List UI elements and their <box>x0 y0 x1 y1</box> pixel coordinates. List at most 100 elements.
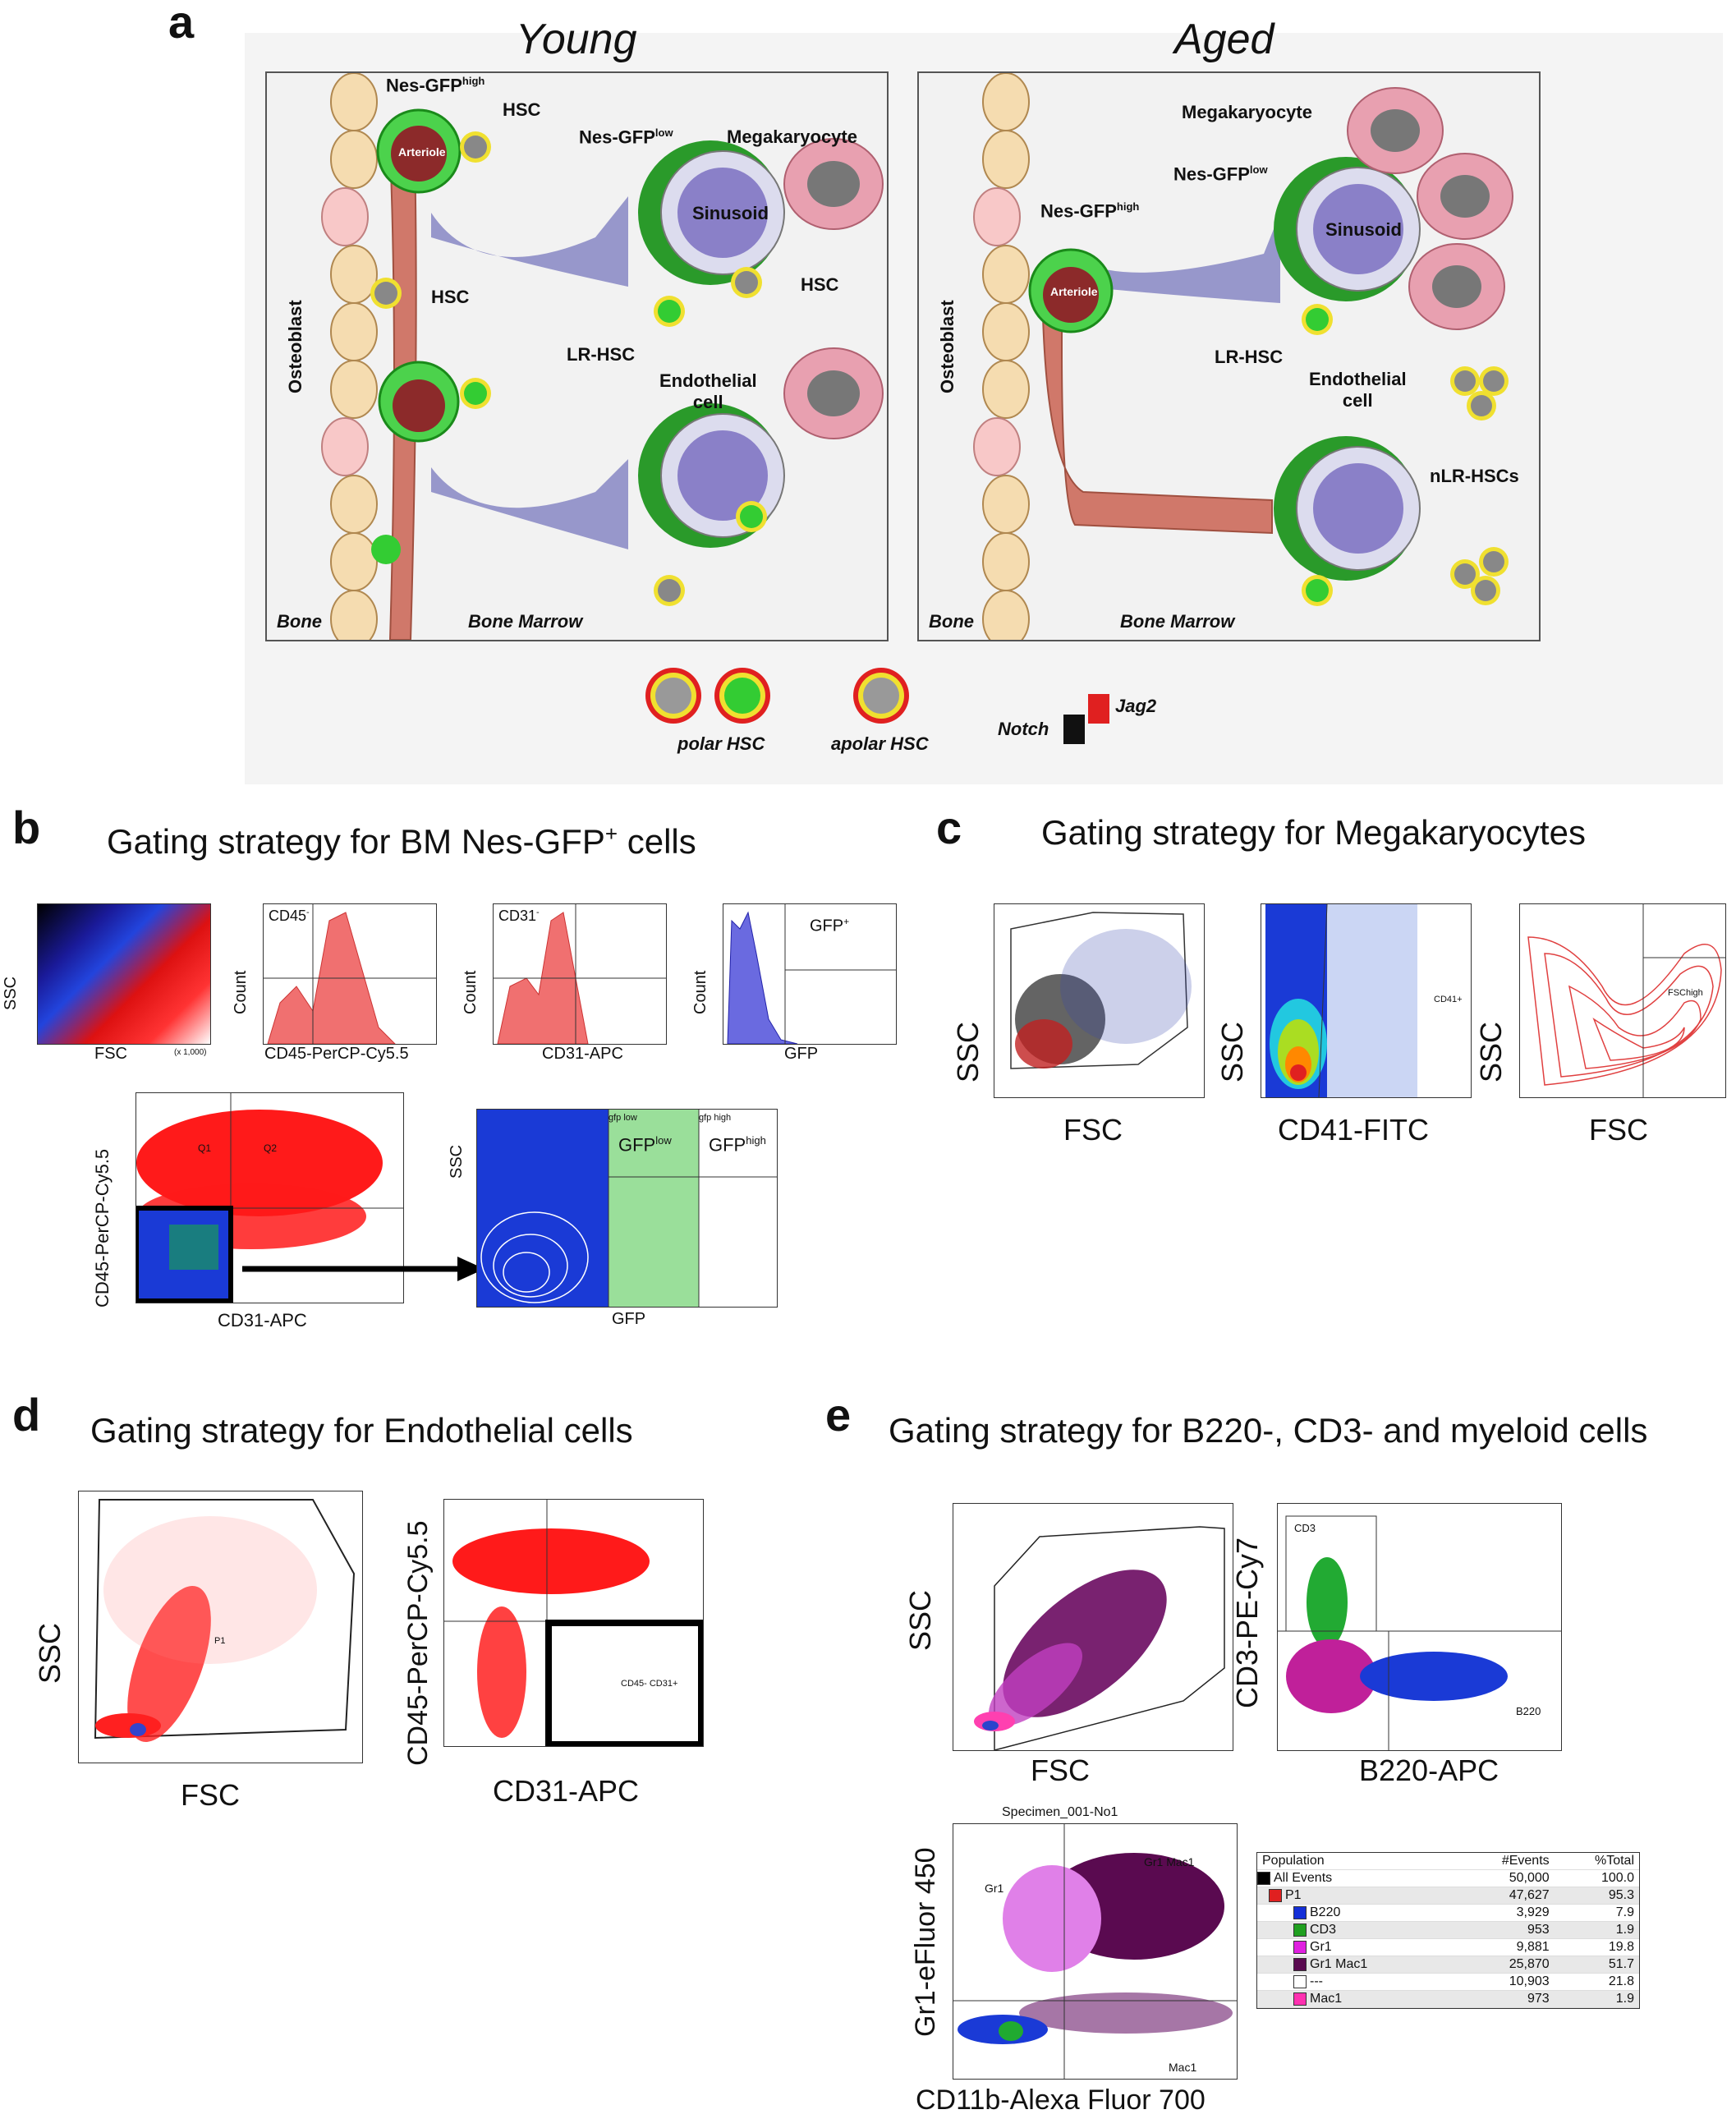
d2-gate: CD45- CD31+ <box>621 1679 678 1689</box>
young-title: Young <box>516 16 637 63</box>
panel-d-title: Gating strategy for Endothelial cells <box>90 1411 633 1450</box>
population-name: Mac1 <box>1310 1992 1343 2006</box>
aged-label-sinusoid: Sinusoid <box>1325 219 1402 240</box>
legend-notch: Notch <box>998 719 1049 739</box>
c1-scatter-svg <box>1010 912 1192 1069</box>
c-plot-ssc-fsc <box>994 903 1205 1098</box>
population-table: Population #Events %Total All Events 50,0… <box>1256 1852 1640 2009</box>
e3-gate-gr1: Gr1 <box>985 1882 1004 1895</box>
panel-label-e: e <box>825 1389 852 1441</box>
d1-xlabel: FSC <box>181 1778 240 1812</box>
b-hist-gfp: GFP+ <box>723 903 897 1045</box>
osteoblast-column <box>321 72 378 649</box>
aged-label-nlr-hscs: nLR-HSCs <box>1430 466 1519 486</box>
population-name: Gr1 <box>1310 1940 1332 1954</box>
c1-xlabel: FSC <box>1063 1113 1123 1147</box>
aged-title: Aged <box>1174 16 1274 63</box>
b6-xlabel: GFP <box>612 1310 646 1328</box>
e-plot-cd3-b220: CD3 B220 <box>1277 1503 1562 1751</box>
table-header-row: Population #Events %Total <box>1257 1853 1639 1870</box>
legend-svg <box>645 668 1109 744</box>
population-color-swatch <box>1293 1923 1307 1937</box>
panel-b-title: Gating strategy for BM Nes-GFP+ cells <box>107 821 696 861</box>
population-total: 21.8 <box>1554 1973 1639 1991</box>
b4-xlabel: GFP <box>784 1045 819 1063</box>
b4-ylabel: Count <box>691 970 710 1014</box>
b2-hist-svg <box>264 904 436 1045</box>
d-plot-ssc-fsc: P1 <box>78 1491 363 1763</box>
aged-label-lr-hsc: LR-HSC <box>1215 347 1284 367</box>
e-plot-gr1-cd11b: Gr1 Gr1 Mac1 Mac1 <box>953 1823 1238 2080</box>
b-plot-cd45-cd31: Q1 Q2 <box>134 1092 404 1303</box>
e1-scatter-svg <box>974 1526 1225 1751</box>
label-hsc-3: HSC <box>801 274 839 295</box>
table-row: Gr1 9,881 19.8 <box>1257 1938 1639 1956</box>
label-arteriole: Arteriole <box>398 145 446 159</box>
population-events: 9,881 <box>1455 1938 1555 1956</box>
aged-label-megakaryocyte: Megakaryocyte <box>1182 102 1312 122</box>
label-hsc-2: HSC <box>431 287 470 307</box>
label-megakaryocyte: Megakaryocyte <box>727 126 857 147</box>
gating-arrow <box>242 1257 485 1281</box>
b1-xlabel: FSC <box>94 1045 127 1063</box>
population-name: B220 <box>1310 1905 1341 1919</box>
b5-xlabel: CD31-APC <box>218 1310 307 1331</box>
table-header: Population <box>1257 1853 1456 1870</box>
b3-ylabel: Count <box>462 970 480 1014</box>
aged-label-arteriole: Arteriole <box>1050 285 1098 298</box>
population-events: 10,903 <box>1455 1973 1555 1991</box>
table-row: Mac1 973 1.9 <box>1257 1990 1639 2008</box>
legend-polar-hsc: polar HSC <box>677 733 765 754</box>
b6-scatter-svg <box>477 1110 777 1307</box>
b6-gate-high-small: gfp high <box>699 1113 732 1123</box>
population-color-swatch <box>1269 1888 1282 1902</box>
population-color-swatch <box>1293 1905 1307 1919</box>
b1-scale: (x 1,000) <box>174 1048 207 1057</box>
b6-gate-low: GFPlow <box>618 1134 672 1156</box>
c3-xlabel: FSC <box>1589 1113 1648 1147</box>
population-color-swatch <box>1293 1974 1307 1988</box>
b2-xlabel: CD45-PerCP-Cy5.5 <box>264 1045 409 1063</box>
b-hist-cd31: CD31- <box>493 903 667 1045</box>
aged-label-nes-gfp-low: Nes-GFPlow <box>1173 163 1268 185</box>
population-name: P1 <box>1285 1888 1302 1902</box>
e2-gate-cd3: CD3 <box>1294 1522 1316 1534</box>
population-events: 47,627 <box>1455 1887 1555 1905</box>
e1-ylabel: SSC <box>903 1589 937 1651</box>
table-row: Gr1 Mac1 25,870 51.7 <box>1257 1956 1639 1974</box>
table-header: #Events <box>1455 1853 1555 1870</box>
label-nes-gfp-low: Nes-GFPlow <box>579 126 673 148</box>
population-color-swatch <box>1293 1940 1307 1954</box>
b5-q1: Q1 <box>198 1142 212 1154</box>
d1-gate: P1 <box>214 1636 226 1646</box>
b-plot-ssc-fsc <box>37 903 211 1045</box>
b-hist-cd45: CD45- <box>263 903 437 1045</box>
aged-label-osteoblast: Osteoblast <box>937 300 958 393</box>
population-events: 50,000 <box>1455 1869 1555 1887</box>
population-name: All Events <box>1274 1871 1333 1885</box>
e3-ylabel: Gr1-eFluor 450 <box>910 1847 941 2037</box>
c2-xlabel: CD41-FITC <box>1278 1113 1430 1147</box>
population-total: 51.7 <box>1554 1956 1639 1974</box>
panel-label-c: c <box>936 802 962 853</box>
population-name: Gr1 Mac1 <box>1310 1957 1368 1971</box>
label-osteoblast: Osteoblast <box>285 300 305 393</box>
population-total: 100.0 <box>1554 1869 1639 1887</box>
b2-gate: CD45- <box>269 908 310 924</box>
b4-hist-svg <box>727 904 896 1045</box>
label-sinusoid: Sinusoid <box>692 203 769 223</box>
b3-xlabel: CD31-APC <box>542 1045 623 1063</box>
legend-apolar-hsc: apolar HSC <box>831 733 929 754</box>
panel-e-title: Gating strategy for B220-, CD3- and myel… <box>889 1411 1648 1450</box>
population-total: 19.8 <box>1554 1938 1639 1956</box>
b4-gate: GFP+ <box>810 916 850 935</box>
b-plot-ssc-gfp: gfp low gfp high GFPlow GFPhigh <box>476 1109 778 1308</box>
c-plot-ssc-cd41: CD41+ <box>1261 903 1472 1098</box>
e2-ylabel: CD3-PE-Cy7 <box>1230 1537 1264 1708</box>
panel-label-a: a <box>168 0 195 48</box>
aged-label-endothelial-cell: Endothelial cell <box>1309 369 1407 411</box>
population-total: 1.9 <box>1554 1921 1639 1939</box>
aged-label-bone: Bone <box>929 611 974 632</box>
d2-ylabel: CD45-PerCP-Cy5.5 <box>402 1520 434 1766</box>
d-plot-cd45-cd31: CD45- CD31+ <box>443 1499 705 1748</box>
